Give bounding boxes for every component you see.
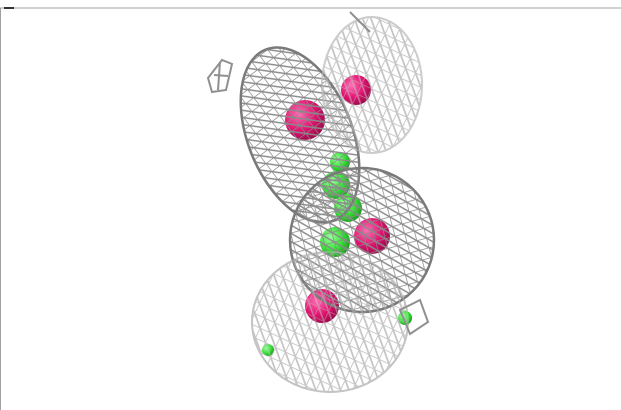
viewer-frame bbox=[0, 7, 621, 410]
density-mesh-front bbox=[239, 16, 436, 393]
mesh-fragments bbox=[206, 11, 430, 336]
